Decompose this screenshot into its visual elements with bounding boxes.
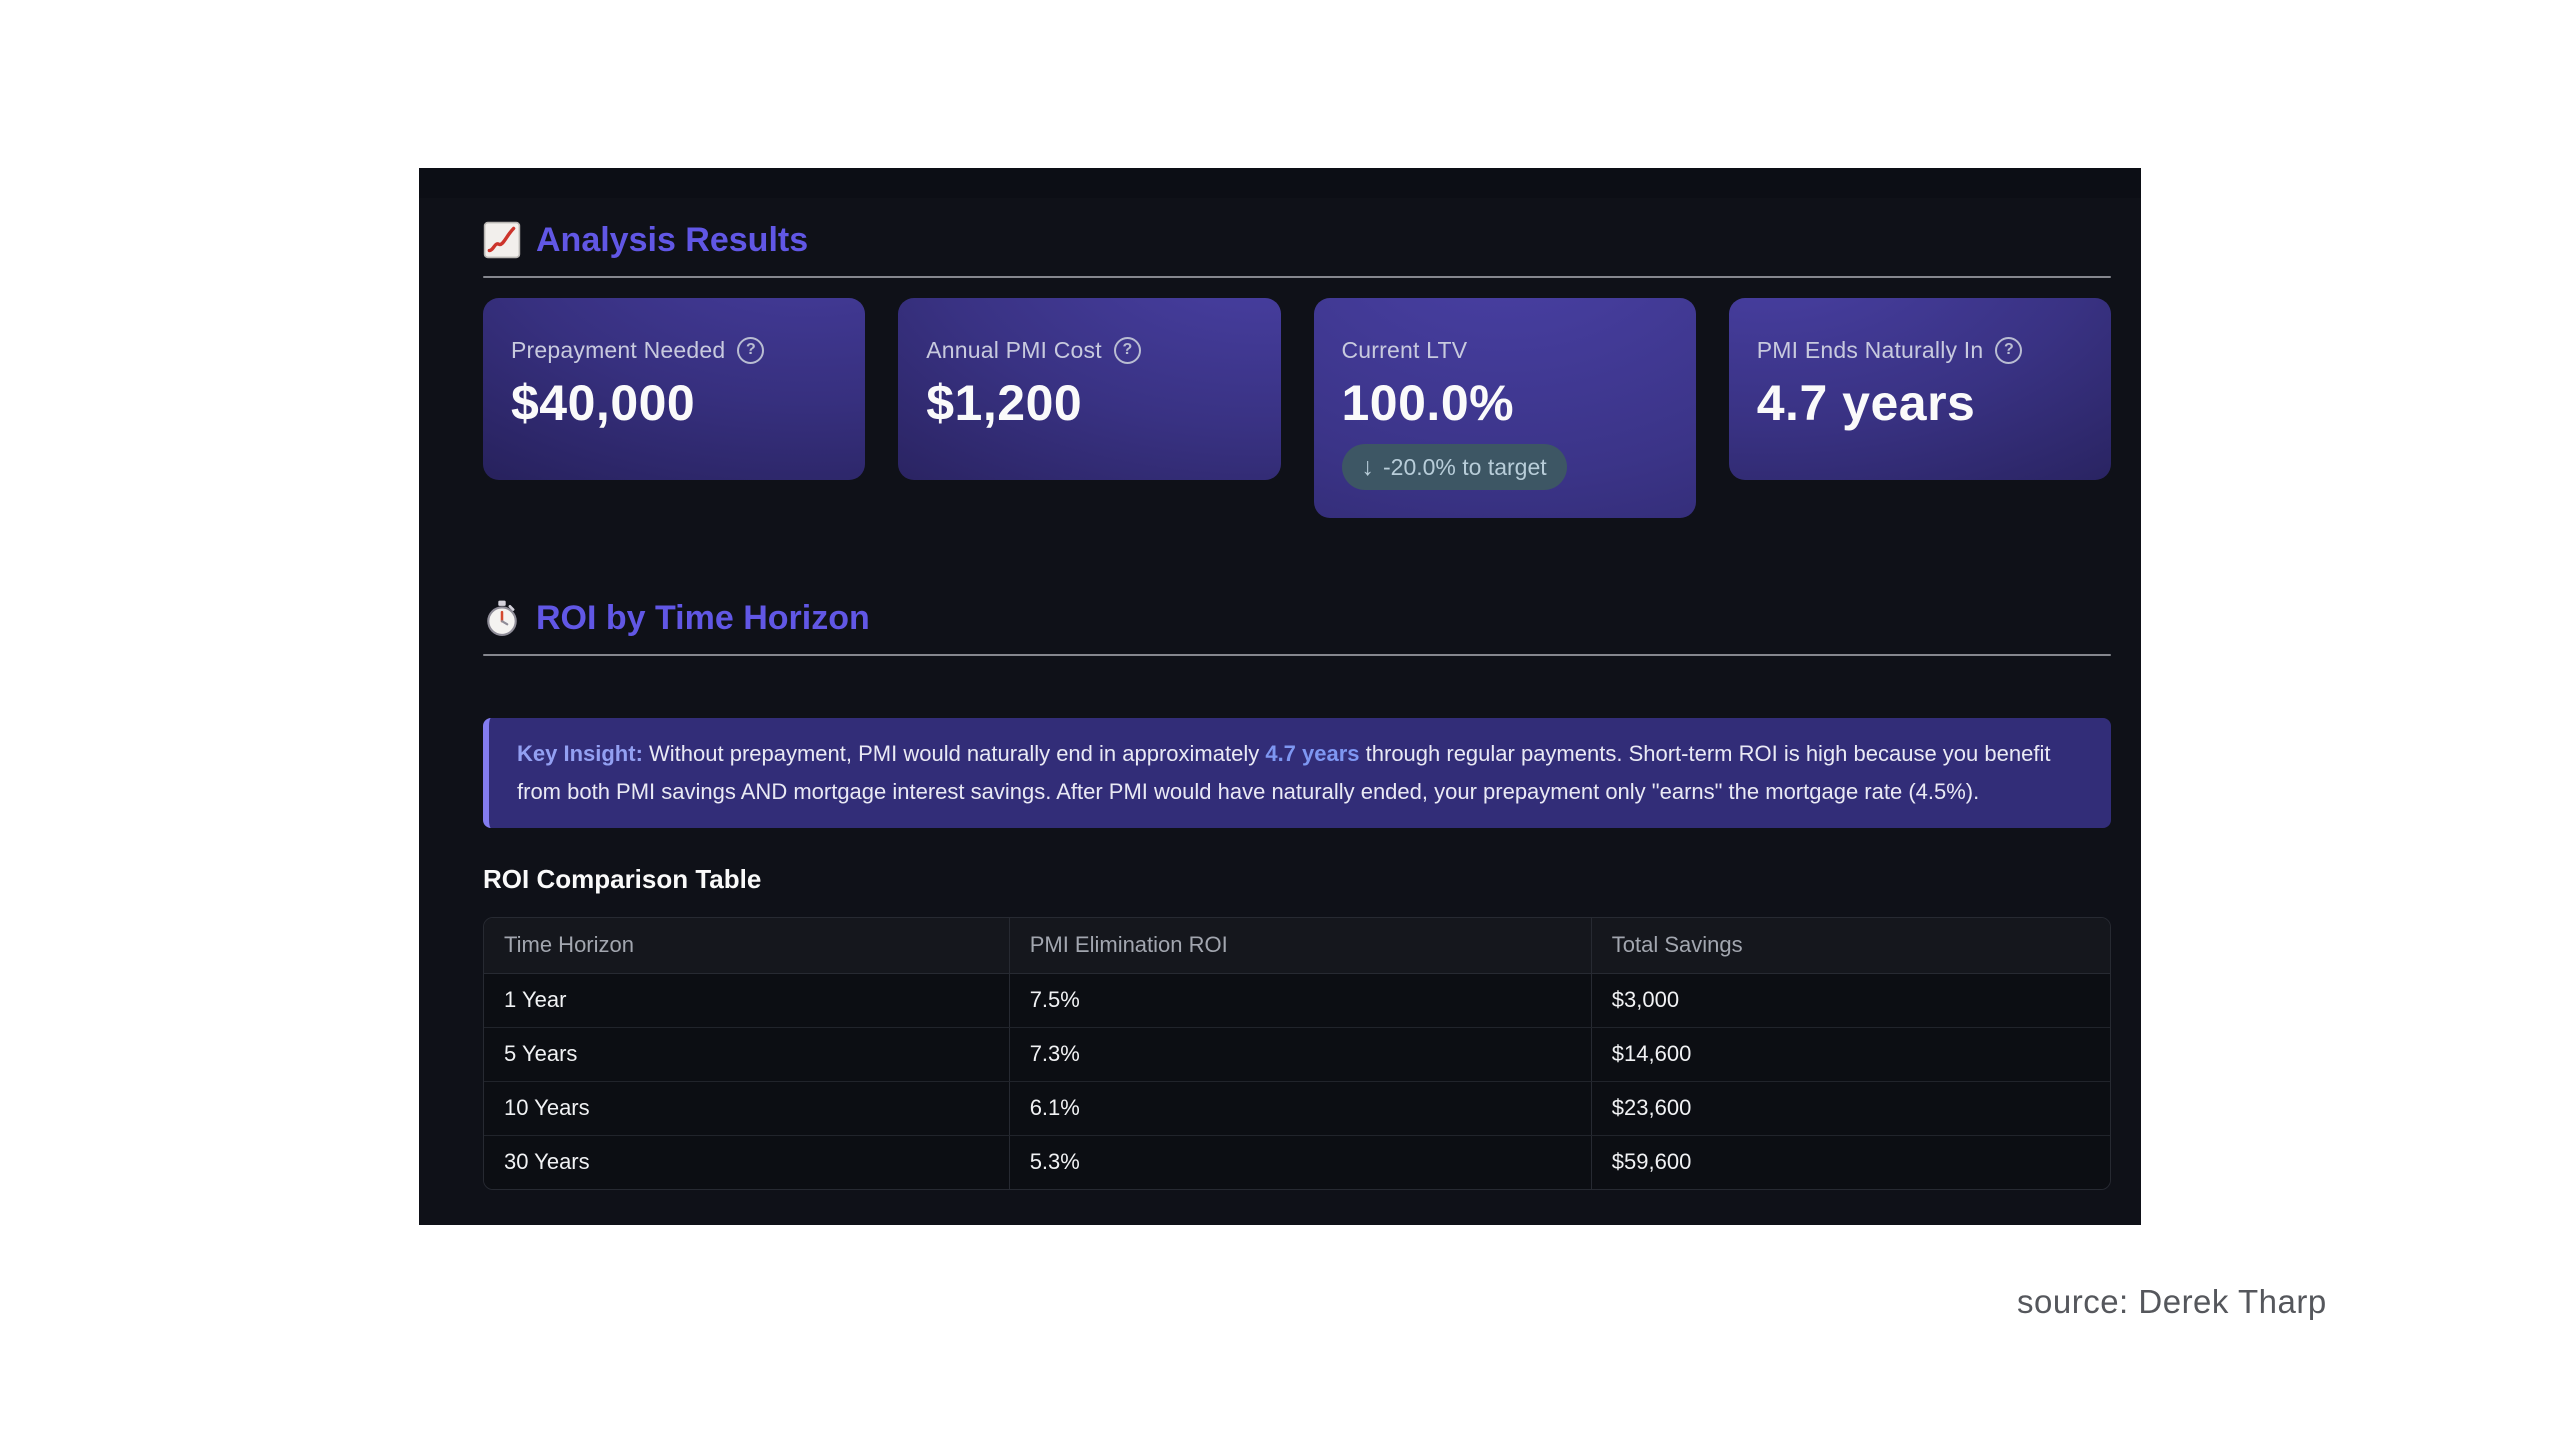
cell-time-horizon: 30 Years: [484, 1135, 1010, 1189]
down-arrow-icon: ↓: [1361, 452, 1375, 481]
cell-savings: $3,000: [1591, 973, 2110, 1028]
help-icon[interactable]: ?: [1113, 336, 1141, 364]
metric-value: 4.7 years: [1756, 375, 1976, 431]
metric-label: Prepayment Needed: [511, 336, 726, 363]
table-header-row: Time Horizon PMI Elimination ROI Total S…: [484, 918, 2110, 974]
help-icon[interactable]: ?: [737, 336, 765, 364]
metric-card-current-ltv: Current LTV 100.0% ↓ -20.0% to target: [1313, 298, 1696, 518]
key-insight-text: Key Insight: Without prepayment, PMI wou…: [517, 741, 2051, 804]
roi-section-title: ROI by Time Horizon: [536, 598, 870, 637]
stopwatch-icon: [483, 599, 521, 637]
section-divider: [483, 276, 2111, 278]
metric-label: Current LTV: [1341, 336, 1468, 363]
roi-comparison-table-title: ROI Comparison Table: [483, 864, 762, 894]
cell-roi: 7.5%: [1009, 973, 1592, 1028]
table-row: 30 Years 5.3% $59,600: [484, 1135, 2110, 1189]
panel-content: Analysis Results Prepayment Needed ? $40…: [483, 168, 2111, 1190]
delta-text: -20.0% to target: [1383, 453, 1547, 480]
metrics-row: Prepayment Needed ? $40,000 Annual PMI C…: [483, 298, 2111, 518]
insight-highlight-value: 4.7 years: [1265, 741, 1360, 766]
table-row: 10 Years 6.1% $23,600: [484, 1081, 2110, 1136]
cell-roi: 6.1%: [1009, 1081, 1592, 1136]
roi-comparison-table: Time Horizon PMI Elimination ROI Total S…: [483, 917, 2111, 1190]
column-header-total-savings: Total Savings: [1591, 918, 2110, 974]
metric-label: Annual PMI Cost: [926, 336, 1102, 363]
cell-roi: 7.3%: [1009, 1027, 1592, 1082]
metric-value: 100.0%: [1341, 375, 1515, 431]
cell-time-horizon: 5 Years: [484, 1027, 1010, 1082]
metric-card-prepayment-needed: Prepayment Needed ? $40,000: [483, 298, 866, 480]
section-divider: [483, 654, 2111, 656]
metric-card-pmi-ends-naturally: PMI Ends Naturally In ? 4.7 years: [1728, 298, 2111, 480]
column-header-time-horizon: Time Horizon: [484, 918, 1010, 974]
metric-label: PMI Ends Naturally In: [1756, 336, 1984, 363]
table-row: 5 Years 7.3% $14,600: [484, 1027, 2110, 1082]
metric-value: $40,000: [511, 375, 696, 431]
cell-roi: 5.3%: [1009, 1135, 1592, 1189]
column-header-pmi-elimination-roi: PMI Elimination ROI: [1009, 918, 1592, 974]
ltv-delta-badge: ↓ -20.0% to target: [1341, 444, 1567, 490]
panel-top-strip: [419, 168, 2141, 198]
roi-by-time-horizon-header: ROI by Time Horizon: [483, 596, 2111, 640]
analysis-app-panel: Analysis Results Prepayment Needed ? $40…: [419, 168, 2141, 1225]
cell-savings: $14,600: [1591, 1027, 2110, 1082]
analysis-results-header: Analysis Results: [483, 218, 2111, 262]
cell-time-horizon: 1 Year: [484, 973, 1010, 1028]
help-icon[interactable]: ?: [1995, 336, 2023, 364]
cell-savings: $23,600: [1591, 1081, 2110, 1136]
table-row: 1 Year 7.5% $3,000: [484, 973, 2110, 1028]
source-attribution: source: Derek Tharp: [2017, 1283, 2327, 1320]
chart-increasing-icon: [483, 221, 521, 259]
key-insight-label: Key Insight:: [517, 741, 643, 766]
cell-savings: $59,600: [1591, 1135, 2110, 1189]
key-insight-callout: Key Insight: Without prepayment, PMI wou…: [483, 718, 2111, 828]
analysis-results-title: Analysis Results: [536, 220, 809, 259]
cell-time-horizon: 10 Years: [484, 1081, 1010, 1136]
metric-value: $1,200: [926, 375, 1083, 431]
metric-card-annual-pmi-cost: Annual PMI Cost ? $1,200: [898, 298, 1281, 480]
